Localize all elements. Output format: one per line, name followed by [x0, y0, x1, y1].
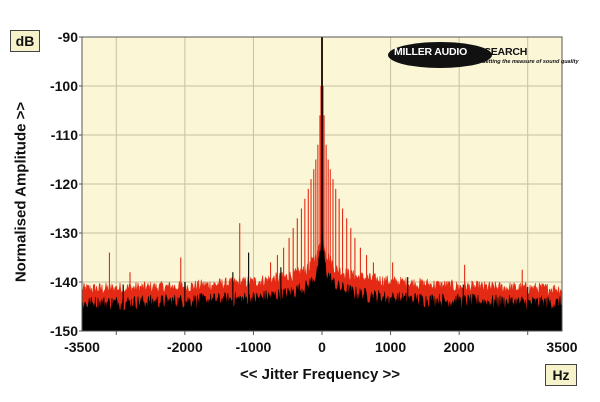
y-tick-label: -100: [50, 78, 78, 94]
x-unit-label: Hz: [545, 364, 577, 386]
x-tick-label: 0: [318, 339, 326, 355]
y-unit-label: dB: [10, 30, 40, 52]
y-tick-label: -140: [50, 274, 78, 290]
x-tick-label: -1000: [236, 339, 272, 355]
y-tick-label: -120: [50, 176, 78, 192]
traces: [81, 37, 563, 332]
logo-oval: [388, 42, 492, 68]
logo-tagline: Setting the measure of sound quality: [482, 59, 579, 65]
x-tick-label: 2000: [444, 339, 475, 355]
y-tick-label: -150: [50, 323, 78, 339]
y-axis-title: Normalised Amplitude >>: [12, 101, 30, 283]
series-black: [81, 37, 563, 332]
y-tick-label: -110: [51, 127, 78, 143]
x-tick-label: 3500: [546, 339, 577, 355]
x-axis-title: << Jitter Frequency >>: [239, 366, 401, 383]
y-tick-label: -90: [58, 29, 78, 45]
tick-labels: -150 -140 -130 -120 -110 -100 -90 -3500 -2000 -10…: [50, 29, 578, 355]
y-tick-label: -130: [50, 225, 78, 241]
x-tick-label: -2000: [167, 339, 203, 355]
miller-audio-research-logo: MILLER AUDIO RESEARCH Setting the measur…: [388, 42, 579, 68]
logo-name: MILLER AUDIO RESEARCH: [394, 46, 528, 58]
x-tick-label: -3500: [64, 339, 100, 355]
x-tick-label: 1000: [375, 339, 406, 355]
